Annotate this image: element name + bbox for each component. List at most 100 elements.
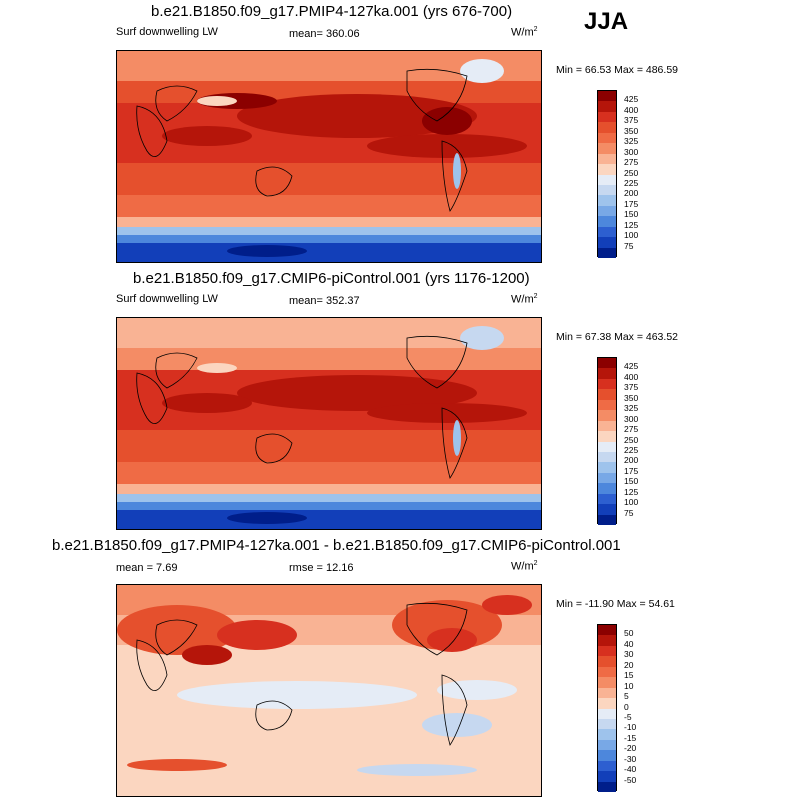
panel3-colorbar-tick-label: 10 bbox=[624, 680, 634, 691]
panel1-colorbar-tick-label: 150 bbox=[624, 209, 639, 220]
panel2-colorbar-tick-label: 250 bbox=[624, 434, 639, 445]
panel3-colorbar-tick-label: 20 bbox=[624, 659, 634, 670]
panel3-colorbar-tick-label: -50 bbox=[624, 774, 637, 785]
panel3-colorbar-tick-label: 50 bbox=[624, 628, 634, 639]
panel1-colorbar-tick-label: 300 bbox=[624, 146, 639, 157]
panel2-colorbar-tick-label: 125 bbox=[624, 486, 639, 497]
panel2-map-svg bbox=[117, 318, 541, 529]
panel3-colorbar-swatch bbox=[598, 625, 616, 636]
panel3-units: W/m2 bbox=[511, 560, 538, 573]
panel2-colorbar-swatch bbox=[598, 441, 616, 452]
panel1-colorbar: 425 400 375 350 325 300 275 250 225 200 175 150 125 1… bbox=[597, 90, 638, 258]
panel2-colorbar-tick-label: 300 bbox=[624, 413, 639, 424]
panel1-minmax: Min = 66.53 Max = 486.59 bbox=[556, 64, 678, 76]
panel1-colorbar-swatch bbox=[598, 164, 616, 175]
panel2-colorbar-swatch bbox=[598, 483, 616, 494]
panel2-colorbar-swatch bbox=[598, 431, 616, 442]
panel1-colorbar-swatch bbox=[598, 205, 616, 217]
panel1-units: W/m2 bbox=[511, 26, 538, 39]
panel2-colorbar-swatch bbox=[598, 389, 616, 400]
panel1-colorbar-tick-label: 425 bbox=[624, 94, 639, 105]
panel1-colorbar-swatch bbox=[598, 195, 616, 206]
panel3-colorbar-tick-label: 40 bbox=[624, 638, 634, 649]
panel3-colorbar-swatch bbox=[598, 781, 616, 792]
panel1-colorbar-swatch bbox=[598, 237, 616, 248]
panel2-colorbar-tick-label: 425 bbox=[624, 361, 639, 372]
panel3-colorbar-tick-label: -5 bbox=[624, 711, 632, 722]
panel1-colorbar-swatch bbox=[598, 122, 616, 133]
panel3-colorbar-swatch bbox=[598, 635, 616, 646]
panel2-variable: Surf downwelling LW bbox=[116, 293, 218, 305]
panel3-colorbar: 50 40 30 20 15 10 5 0 -5 -10 -15 -20 -30 -40 -50 bbox=[597, 624, 636, 792]
panel3-map-svg bbox=[117, 585, 541, 796]
panel1-colorbar-swatch bbox=[598, 247, 616, 258]
panel1-colorbar-swatch bbox=[598, 184, 616, 196]
panel1-colorbar-swatch bbox=[598, 101, 616, 112]
panel2-colorbar-swatch bbox=[598, 368, 616, 379]
panel3-mean: mean = 7.69 bbox=[116, 562, 178, 574]
panel2-colorbar-tick-label: 75 bbox=[624, 507, 634, 518]
panel1-colorbar-swatch bbox=[598, 216, 616, 227]
panel1-variable: Surf downwelling LW bbox=[116, 26, 218, 38]
panel2-colorbar-swatch bbox=[598, 378, 616, 390]
panel2-colorbar-swatch bbox=[598, 462, 616, 473]
panel3-colorbar-tick-label: 30 bbox=[624, 649, 634, 660]
panel1-colorbar-tick-label: 200 bbox=[624, 188, 639, 199]
panel1-colorbar-swatch bbox=[598, 226, 616, 238]
panel1-title: b.e21.B1850.f09_g17.PMIP4-127ka.001 (yrs… bbox=[151, 3, 513, 20]
panel3-colorbar-tick-label: -30 bbox=[624, 753, 637, 764]
panel2-units: W/m2 bbox=[511, 293, 538, 306]
panel1-colorbar-swatch bbox=[598, 143, 616, 154]
panel3-colorbar-swatch bbox=[598, 656, 616, 667]
panel3-colorbar-swatch bbox=[598, 729, 616, 740]
panel1-colorbar-swatch bbox=[598, 174, 616, 185]
panel3-colorbar-swatch bbox=[598, 666, 616, 678]
panel3-colorbar-swatch bbox=[598, 771, 616, 782]
panel3-title: b.e21.B1850.f09_g17.PMIP4-127ka.001 - b.… bbox=[52, 537, 621, 554]
panel1-colorbar-tick-label: 400 bbox=[624, 104, 639, 115]
panel2-colorbar-swatch bbox=[598, 420, 616, 432]
panel1-colorbar-tick-label: 350 bbox=[624, 125, 639, 136]
panel2-colorbar-tick-label: 225 bbox=[624, 444, 639, 455]
season-label: JJA bbox=[584, 8, 629, 35]
panel3-colorbar-swatch bbox=[598, 718, 616, 730]
panel3-minmax: Min = -11.90 Max = 54.61 bbox=[556, 598, 675, 610]
panel2-colorbar-tick-label: 375 bbox=[624, 382, 639, 393]
panel2-colorbar-tick-label: 200 bbox=[624, 455, 639, 466]
panel1-colorbar-tick-label: 375 bbox=[624, 115, 639, 126]
panel3-colorbar-swatch bbox=[598, 677, 616, 688]
panel3-map bbox=[116, 584, 542, 797]
panel2-colorbar-swatch bbox=[598, 493, 616, 505]
panel2-colorbar-swatch bbox=[598, 399, 616, 411]
panel3-colorbar-swatch bbox=[598, 760, 616, 772]
panel3-colorbar-tick-label: -20 bbox=[624, 743, 637, 754]
panel3-colorbar-swatch bbox=[598, 750, 616, 761]
panel3-colorbar-tick-label: 5 bbox=[624, 691, 629, 702]
panel1-colorbar-tick-label: 325 bbox=[624, 136, 639, 147]
panel2-colorbar-swatch bbox=[598, 472, 616, 484]
panel2-colorbar-swatch bbox=[598, 358, 616, 369]
panel2-mean: mean= 352.37 bbox=[289, 295, 360, 307]
panel2-colorbar-tick-label: 325 bbox=[624, 403, 639, 414]
panel2-colorbar-tick-label: 150 bbox=[624, 476, 639, 487]
panel3-colorbar-swatch bbox=[598, 645, 616, 657]
panel3-colorbar-swatch bbox=[598, 708, 616, 719]
panel2-map bbox=[116, 317, 542, 530]
panel1-map bbox=[116, 50, 542, 263]
panel2-colorbar-tick-label: 175 bbox=[624, 465, 639, 476]
panel1-colorbar-swatch bbox=[598, 111, 616, 123]
panel2-colorbar-tick-label: 350 bbox=[624, 392, 639, 403]
panel1-colorbar-tick-label: 125 bbox=[624, 219, 639, 230]
panel1-colorbar-tick-label: 175 bbox=[624, 198, 639, 209]
panel3-colorbar-swatch bbox=[598, 687, 616, 699]
panel3-colorbar-tick-label: 0 bbox=[624, 701, 629, 712]
panel2-title: b.e21.B1850.f09_g17.CMIP6-piControl.001 … bbox=[133, 270, 530, 287]
panel1-colorbar-tick-label: 250 bbox=[624, 167, 639, 178]
panel2-colorbar-tick-label: 275 bbox=[624, 424, 639, 435]
panel2-colorbar-swatch bbox=[598, 451, 616, 463]
panel2-colorbar-swatch bbox=[598, 410, 616, 421]
panel3-rmse: rmse = 12.16 bbox=[289, 562, 354, 574]
panel2-colorbar-tick-label: 400 bbox=[624, 371, 639, 382]
panel3-colorbar-tick-label: -15 bbox=[624, 732, 637, 743]
panel3-colorbar-swatch bbox=[598, 739, 616, 751]
